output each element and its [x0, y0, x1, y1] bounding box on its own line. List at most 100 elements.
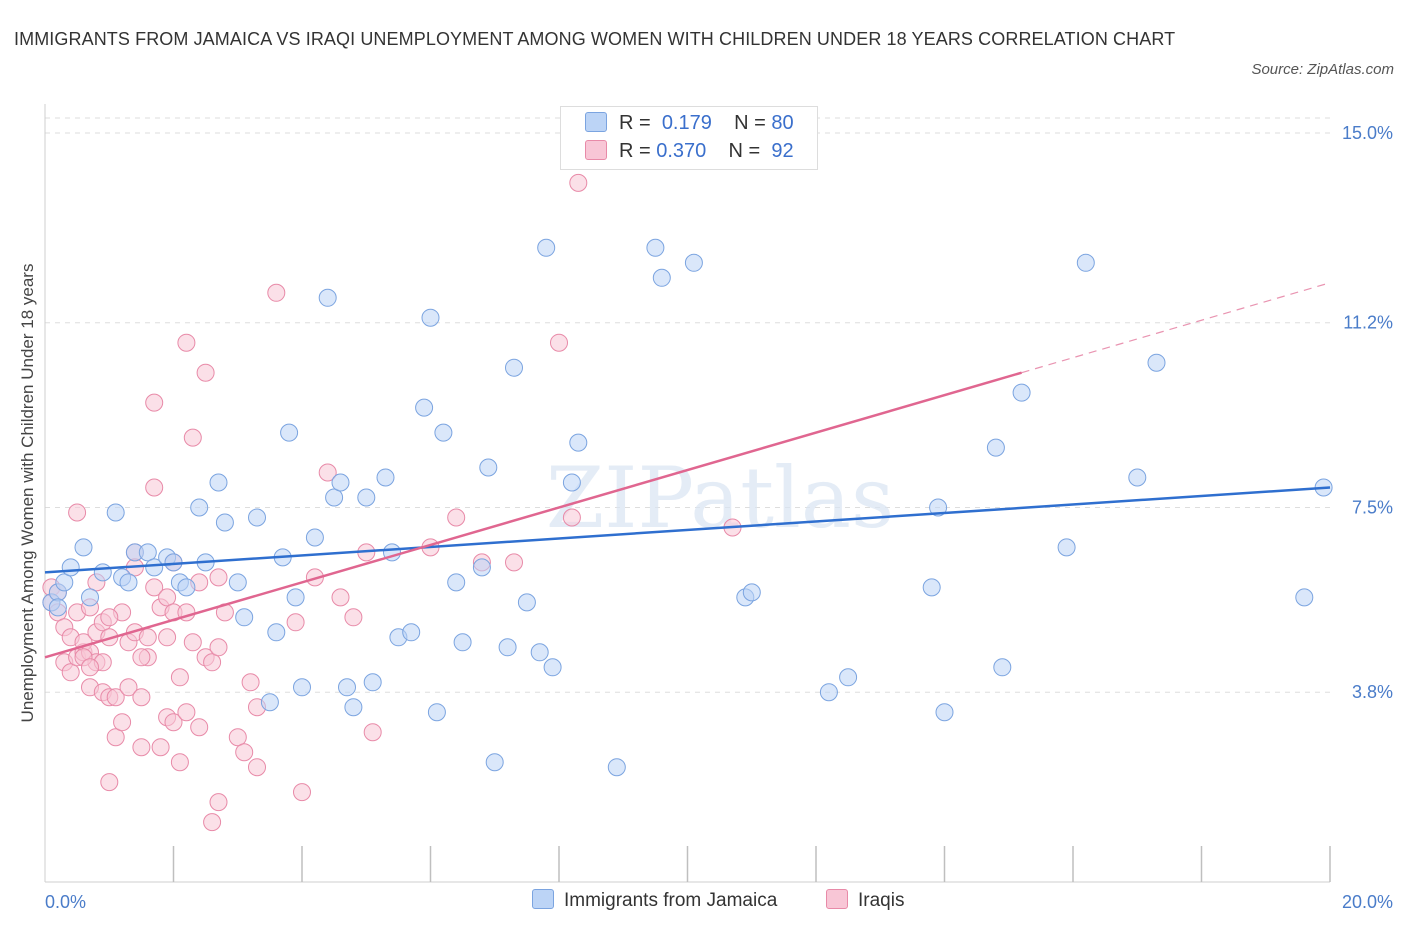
iraq-point: [228, 728, 247, 747]
legend-r-value: 0.370: [656, 140, 707, 162]
jamaica-point: [819, 683, 838, 702]
legend-box: R = 0.179 N = 80 R = 0.370 N = 92: [560, 106, 818, 170]
iraq-point: [190, 718, 209, 737]
source-label: Source: ZipAtlas.com: [1251, 61, 1394, 78]
iraq-point: [81, 658, 99, 677]
iraq-point: [209, 793, 228, 812]
iraq-point: [267, 283, 286, 302]
tick-labels: 3.8% 7.5% 11.2% 15.0% 0.0% 20.0%: [45, 123, 1393, 912]
iraq-point: [286, 613, 305, 632]
jamaica-point: [607, 758, 626, 777]
jamaica-point: [1057, 538, 1076, 557]
jamaica-point: [1076, 253, 1095, 272]
iraq-point: [241, 673, 260, 692]
iraq-point: [61, 663, 80, 682]
jamaica-point: [498, 638, 517, 657]
iraq-point: [235, 743, 254, 762]
iraq-point: [447, 508, 466, 527]
iraq-point: [196, 363, 215, 382]
iraq-point: [183, 428, 202, 447]
y-tick-label: 15.0%: [1342, 123, 1393, 143]
jamaica-point: [55, 573, 74, 592]
jamaica-point: [331, 473, 350, 492]
y-tick-label: 11.2%: [1343, 313, 1393, 333]
legend-swatch-jamaica: [585, 112, 607, 132]
legend-swatch-iraq: [585, 140, 607, 160]
iraq-point: [505, 553, 523, 572]
jamaica-point: [280, 423, 299, 442]
y-tick-label: 7.5%: [1352, 497, 1393, 517]
iraq-point: [119, 678, 138, 697]
jamaica-point: [986, 438, 1005, 457]
iraq-trend-line: [44, 371, 1022, 659]
iraq-point: [145, 393, 164, 412]
jamaica-point: [402, 623, 421, 642]
chart-title: IMMIGRANTS FROM JAMAICA VS IRAQI UNEMPLO…: [14, 29, 1176, 49]
jamaica-point: [562, 473, 581, 492]
watermark: ZIPatlas: [546, 449, 894, 547]
series-label-iraq: Iraqis: [858, 890, 905, 911]
jamaica-point: [646, 238, 665, 257]
iraq-point: [158, 588, 177, 607]
iraq-point: [100, 608, 119, 627]
jamaica-point: [363, 673, 382, 692]
iraq-point: [106, 688, 125, 707]
legend-n-value: 80: [771, 112, 794, 134]
jamaica-point: [453, 633, 472, 652]
jamaica-point: [357, 488, 376, 507]
legend-r-label: R =: [619, 140, 651, 162]
jamaica-point: [485, 753, 504, 772]
iraq-trend-extension: [1021, 282, 1331, 374]
iraq-point: [158, 628, 177, 647]
iraq-point: [132, 648, 151, 667]
jamaica-point: [338, 678, 356, 697]
series-legend-jamaica[interactable]: Immigrants from Jamaica: [532, 889, 777, 912]
jamaica-point: [517, 593, 536, 612]
jamaica-point: [427, 703, 446, 722]
jamaica-point: [190, 498, 209, 517]
jamaica-point: [145, 558, 164, 577]
jamaica-point: [1295, 588, 1314, 607]
series-swatch-jamaica: [532, 889, 554, 909]
iraq-point: [177, 333, 196, 352]
legend-n-value: 92: [771, 140, 794, 162]
legend-row-iraq: R = 0.370 N = 92: [585, 140, 794, 166]
series-swatch-iraq: [826, 889, 848, 909]
series-label-jamaica: Immigrants from Jamaica: [564, 890, 778, 911]
jamaica-point: [447, 573, 466, 592]
iraq-point: [318, 463, 337, 482]
iraq-point: [562, 508, 581, 527]
jamaica-point: [505, 358, 523, 377]
jamaica-point: [81, 588, 99, 607]
y-axis-label: Unemployment Among Women with Children U…: [18, 264, 37, 723]
iraq-point: [145, 578, 164, 597]
jamaica-point: [684, 253, 703, 272]
jamaica-point: [138, 543, 157, 562]
iraq-point: [209, 568, 228, 587]
jamaica-point: [434, 423, 453, 442]
iraq-point: [248, 758, 266, 777]
jamaica-point: [472, 558, 491, 577]
iraq-point: [145, 478, 164, 497]
series-legend-iraq[interactable]: Iraqis: [826, 889, 904, 912]
y-tick-label: 3.8%: [1352, 682, 1393, 702]
iraq-point: [293, 783, 311, 802]
iraq-point: [331, 588, 350, 607]
iraq-point: [106, 728, 125, 747]
jamaica-point: [929, 498, 948, 517]
jamaica-point: [376, 468, 395, 487]
jamaica-point: [1147, 353, 1166, 372]
jamaica-point: [119, 573, 138, 592]
jamaica-point: [93, 563, 112, 582]
iraq-point: [138, 628, 157, 647]
legend-n-label: N =: [728, 140, 761, 162]
iraq-point: [363, 723, 382, 742]
iraq-point: [113, 713, 132, 732]
jamaica-points: [42, 238, 1333, 777]
jamaica-point: [228, 573, 247, 592]
iraq-point: [100, 773, 119, 792]
iraq-point: [132, 688, 151, 707]
jamaica-point: [652, 268, 671, 287]
jamaica-point: [415, 398, 434, 417]
iraq-point: [550, 333, 568, 352]
